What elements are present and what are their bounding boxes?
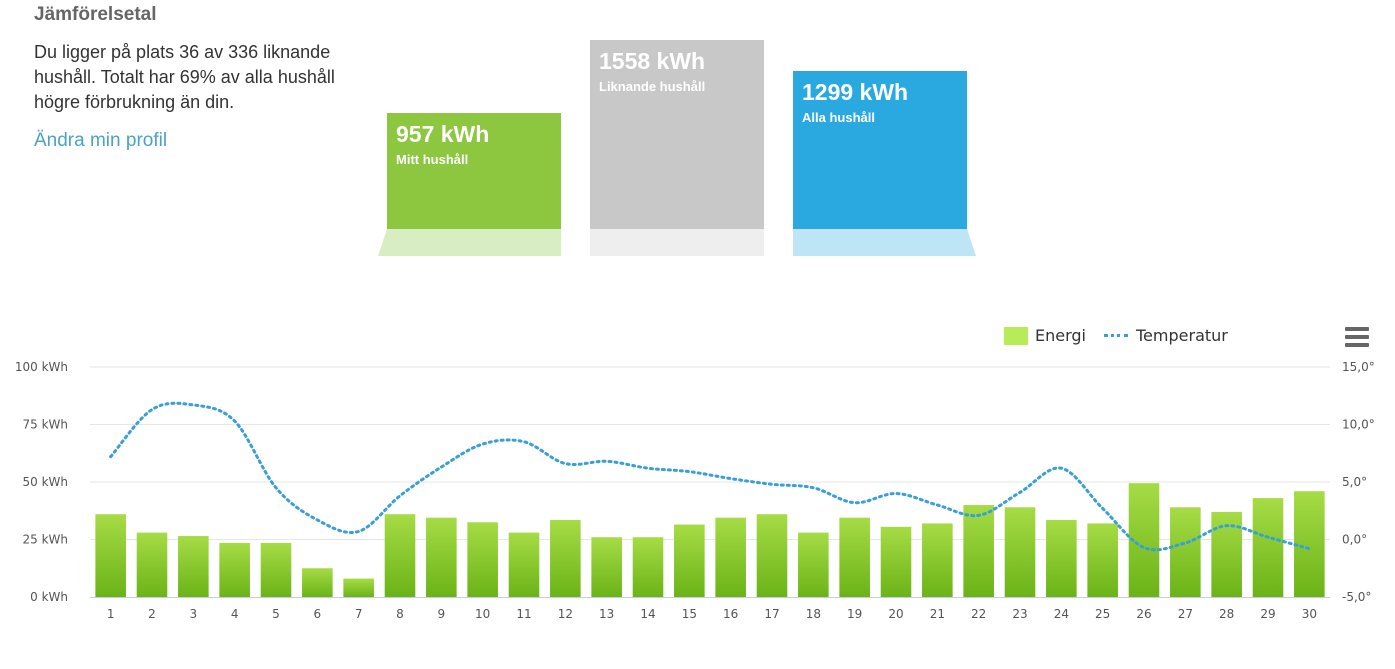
x-tick-label: 24 <box>1054 607 1069 621</box>
x-tick-label: 15 <box>682 607 697 621</box>
temperature-line <box>109 401 1311 552</box>
y-right-tick-label: 0,0° <box>1342 533 1367 547</box>
all-households-box: 1299 kWh Alla hushåll <box>793 71 967 229</box>
my-household-value: 957 kWh <box>396 121 490 147</box>
x-tick-label: 2 <box>148 607 156 621</box>
energy-bar <box>219 542 250 597</box>
x-tick-label: 9 <box>438 607 446 621</box>
x-tick-label: 6 <box>314 607 322 621</box>
y-right-tick-label: 5,0° <box>1342 475 1367 489</box>
energy-bar <box>715 517 746 597</box>
hamburger-menu-icon[interactable] <box>1345 327 1369 347</box>
energy-bar <box>508 532 540 597</box>
energy-bar <box>302 568 333 597</box>
x-tick-label: 25 <box>1095 607 1110 621</box>
y-left-tick-label: 75 kWh <box>22 418 68 432</box>
legend-item-temperature[interactable]: Temperatur <box>1086 326 1228 345</box>
x-tick-label: 26 <box>1136 607 1151 621</box>
energy-bar <box>467 522 498 597</box>
y-right-tick-label: 15,0° <box>1342 360 1375 374</box>
energy-bar <box>756 514 788 597</box>
energy-bar <box>798 532 829 597</box>
x-tick-label: 16 <box>723 607 738 621</box>
legend-temperature-label: Temperatur <box>1136 326 1228 345</box>
page-title: Jämförelsetal <box>34 4 157 25</box>
energy-bar <box>632 537 664 597</box>
my-household-base <box>378 229 561 256</box>
x-tick-label: 28 <box>1219 607 1234 621</box>
similar-households-label: Liknande hushåll <box>599 79 706 94</box>
y-right-tick-label: -5,0° <box>1342 590 1371 604</box>
energy-bar <box>260 542 292 597</box>
energy-bar <box>426 517 457 597</box>
chart-legend: Energi Temperatur <box>1004 326 1228 345</box>
x-tick-label: 23 <box>1012 607 1027 621</box>
energy-bar <box>550 519 581 597</box>
x-tick-label: 12 <box>558 607 573 621</box>
x-tick-label: 8 <box>396 607 404 621</box>
x-tick-label: 1 <box>107 607 115 621</box>
all-households-base <box>793 229 976 256</box>
energy-bar <box>839 517 870 597</box>
y-left-tick-label: 0 kWh <box>30 590 68 604</box>
legend-energy-label: Energi <box>1035 326 1086 345</box>
x-tick-label: 19 <box>847 607 862 621</box>
energy-bar <box>591 537 622 597</box>
x-tick-label: 22 <box>971 607 986 621</box>
energy-bar <box>1046 519 1077 597</box>
energy-bar <box>1087 523 1118 597</box>
energy-bar <box>922 523 953 597</box>
x-tick-label: 21 <box>930 607 945 621</box>
all-households-value: 1299 kWh <box>802 79 909 105</box>
energy-bar <box>880 526 912 597</box>
similar-households-value: 1558 kWh <box>599 48 706 74</box>
legend-temperature-line <box>1104 334 1128 337</box>
all-households-label: Alla hushåll <box>802 110 875 125</box>
energy-bar <box>178 536 209 597</box>
similar-households-base <box>590 229 764 256</box>
energy-bar <box>384 514 416 597</box>
energy-bar <box>343 578 374 597</box>
energy-bar <box>95 514 126 597</box>
x-tick-label: 10 <box>475 607 490 621</box>
x-tick-label: 30 <box>1302 607 1317 621</box>
legend-item-energy[interactable]: Energi <box>1004 326 1086 345</box>
x-tick-label: 3 <box>190 607 198 621</box>
energy-bar <box>963 505 994 597</box>
energy-bar <box>1252 498 1284 597</box>
x-tick-label: 4 <box>231 607 239 621</box>
legend-energy-swatch <box>1004 326 1028 345</box>
comparison-description: Du ligger på plats 36 av 336 liknande hu… <box>34 42 335 112</box>
x-tick-label: 18 <box>806 607 821 621</box>
y-left-tick-label: 25 kWh <box>22 533 68 547</box>
x-tick-label: 17 <box>764 607 779 621</box>
my-household-label: Mitt hushåll <box>396 152 469 167</box>
y-right-tick-label: 10,0° <box>1342 418 1375 432</box>
my-household-box: 957 kWh Mitt hushåll <box>387 113 561 229</box>
y-left-tick-label: 50 kWh <box>22 475 68 489</box>
x-tick-label: 29 <box>1260 607 1275 621</box>
energy-bar <box>1294 491 1325 597</box>
x-tick-label: 14 <box>640 607 655 621</box>
edit-profile-link[interactable]: Ändra min profil <box>34 130 168 151</box>
y-left-tick-label: 100 kWh <box>15 360 68 374</box>
energy-bar <box>1170 507 1201 597</box>
energy-bar <box>1004 507 1036 597</box>
similar-households-box: 1558 kWh Liknande hushåll <box>590 40 764 229</box>
x-tick-label: 27 <box>1178 607 1193 621</box>
energy-bar <box>136 532 168 597</box>
x-tick-label: 5 <box>272 607 280 621</box>
x-tick-label: 20 <box>888 607 903 621</box>
x-tick-label: 13 <box>599 607 614 621</box>
energy-bar <box>674 524 705 597</box>
x-tick-label: 7 <box>355 607 363 621</box>
x-tick-label: 11 <box>516 607 531 621</box>
